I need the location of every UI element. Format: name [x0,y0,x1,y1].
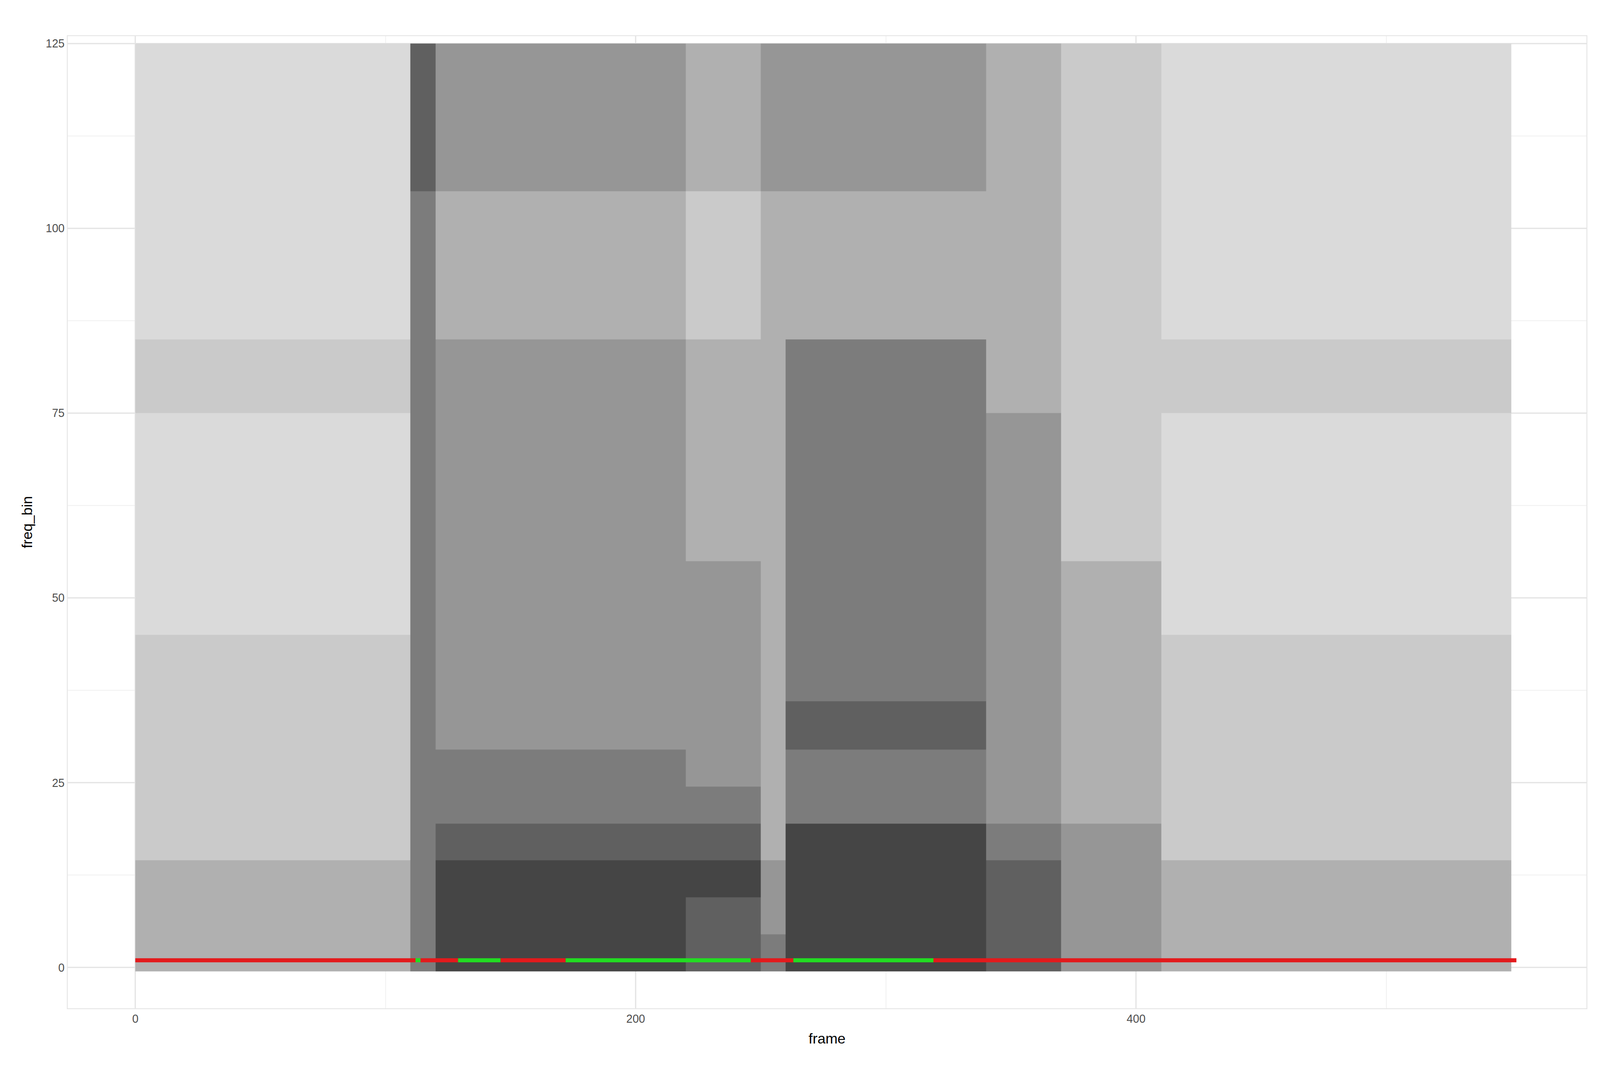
svg-text:400: 400 [1126,1012,1146,1025]
svg-text:200: 200 [626,1012,646,1025]
svg-text:freq_bin: freq_bin [18,495,36,549]
svg-text:100: 100 [45,221,65,235]
svg-text:75: 75 [51,406,65,420]
svg-text:frame: frame [808,1030,846,1047]
svg-text:50: 50 [51,591,65,604]
svg-text:0: 0 [132,1012,139,1025]
svg-text:25: 25 [51,776,65,789]
svg-text:0: 0 [58,960,65,974]
svg-text:125: 125 [45,37,65,50]
